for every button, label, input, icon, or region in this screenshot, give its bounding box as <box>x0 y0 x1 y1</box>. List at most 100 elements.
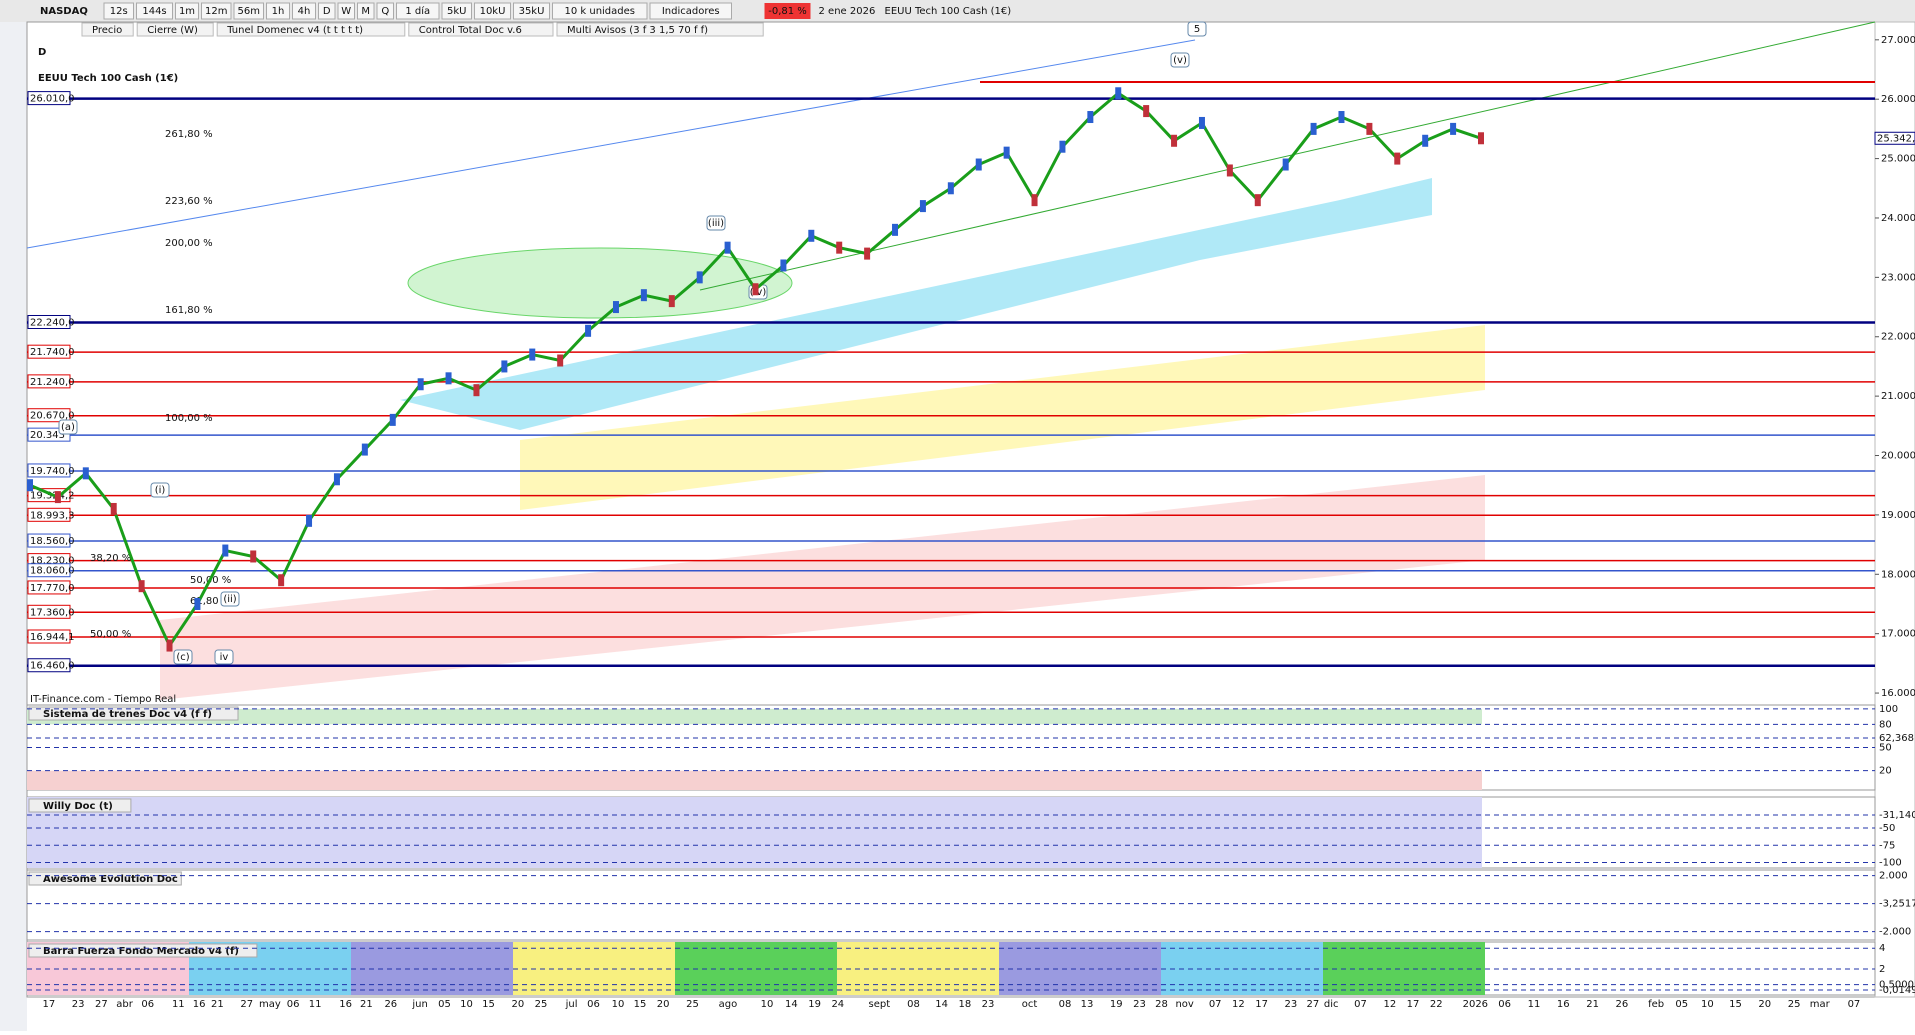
indicator-tab[interactable] <box>81 22 134 37</box>
trend-line <box>26 39 1196 249</box>
toolbar-button-label[interactable]: 10 k unidades <box>564 6 635 17</box>
toolbar-button[interactable] <box>441 2 472 20</box>
panel-title: Sistema de trenes Doc v4 (f f) <box>43 709 212 720</box>
indicator-name[interactable]: Precio <box>92 25 122 36</box>
timeframe: D <box>38 47 46 58</box>
date-label: 23 <box>1133 999 1146 1010</box>
level-box <box>27 91 71 106</box>
candle <box>1478 132 1484 145</box>
panel-title-bg <box>28 798 132 813</box>
candle <box>54 491 61 504</box>
candle <box>696 271 703 284</box>
candle <box>668 295 675 308</box>
level-label: 20.670,0 <box>30 411 75 422</box>
toolbar-button-label[interactable]: 1 día <box>405 5 430 17</box>
toolbar-button-label[interactable]: 10kU <box>480 6 506 17</box>
fib-label: 261,80 % <box>165 129 213 140</box>
panel-title: Willy Doc (t) <box>43 801 113 812</box>
y-tick-label: 24.000 <box>1881 213 1915 224</box>
candle <box>724 241 731 254</box>
toolbar-button-label[interactable]: 4h <box>298 6 311 17</box>
panel-tick-label: 100 <box>1879 704 1898 715</box>
panel-tick-label: 2 <box>1879 964 1885 975</box>
indicator-name[interactable]: Multi Avisos (3 f 3 1,5 70 f f) <box>567 25 708 36</box>
toolbar-button[interactable] <box>201 2 232 20</box>
toolbar-button-label[interactable]: 35kU <box>519 6 545 17</box>
toolbar-button-label[interactable]: 144s <box>142 6 166 17</box>
toolbar-button[interactable] <box>266 2 290 20</box>
candle <box>557 354 564 367</box>
indicator-name[interactable]: Control Total Doc v.6 <box>419 25 522 36</box>
toolbar-button-label[interactable]: W <box>341 6 351 17</box>
level-label: 22.240,0 <box>30 317 75 328</box>
panel-tick-label: -0,0149 <box>1879 985 1915 996</box>
toolbar-button-label[interactable]: 1m <box>179 6 195 17</box>
toolbar-button[interactable] <box>292 2 316 20</box>
candle <box>529 348 536 361</box>
toolbar-button[interactable] <box>396 2 440 20</box>
candle <box>1143 105 1150 118</box>
toolbar-button[interactable] <box>318 2 336 20</box>
wave-label: (ii) <box>223 594 236 605</box>
toolbar-button[interactable] <box>552 2 648 20</box>
wave-label: (i) <box>155 485 166 496</box>
level-box <box>27 463 71 478</box>
level-box <box>27 374 71 389</box>
toolbar-button[interactable] <box>337 2 355 20</box>
toolbar-button-label[interactable]: D <box>323 6 331 17</box>
toolbar-button-label[interactable]: 1h <box>272 6 285 17</box>
toolbar-button-label[interactable]: M <box>361 6 370 17</box>
candle <box>250 550 257 563</box>
toolbar-button[interactable] <box>233 2 264 20</box>
toolbar-button[interactable] <box>103 2 134 20</box>
toolbar-button[interactable] <box>474 2 511 20</box>
toolbar-button-label[interactable]: 12s <box>110 6 128 17</box>
toolbar-button[interactable] <box>513 2 550 20</box>
candle <box>110 502 117 515</box>
symbol: NASDAQ <box>40 6 88 17</box>
indicator-name[interactable]: Cierre (W) <box>147 25 198 36</box>
indicator-tab[interactable] <box>216 22 406 37</box>
date-label: 10 <box>612 999 625 1010</box>
last-price: 25.342,2 <box>1877 133 1915 144</box>
zone <box>27 797 1482 868</box>
toolbar-button[interactable] <box>357 2 375 20</box>
date-label: jun <box>411 999 427 1010</box>
date-label: 15 <box>634 999 647 1010</box>
toolbar-button-label[interactable]: Q <box>381 6 389 17</box>
cyan-zone <box>400 178 1432 430</box>
wave-box <box>150 482 170 498</box>
level-box <box>27 629 71 644</box>
level-box <box>27 563 71 578</box>
toolbar-button[interactable] <box>136 2 173 20</box>
date-label: 15 <box>482 999 495 1010</box>
date-label: 20 <box>511 999 524 1010</box>
ellipse <box>407 247 793 319</box>
zone <box>513 942 675 995</box>
indicator-name[interactable]: Tunel Domenec v4 (t t t t t) <box>226 25 363 36</box>
candle <box>361 443 368 456</box>
wave-label: (iii) <box>708 218 724 229</box>
wave-label: (c) <box>176 652 189 663</box>
date-label: 11 <box>309 999 322 1010</box>
toolbar-button-label[interactable]: 5kU <box>447 6 466 17</box>
toolbar-button[interactable] <box>376 2 394 20</box>
level-label: 19.740,0 <box>30 466 75 477</box>
fib-label: 50,00 % <box>90 629 131 640</box>
candle <box>947 182 954 195</box>
date-label: sept <box>869 999 891 1010</box>
trend-line <box>699 21 1876 291</box>
indicator-tab[interactable] <box>408 22 554 37</box>
date-label: 20 <box>657 999 670 1010</box>
indicator-tab[interactable] <box>136 22 214 37</box>
toolbar-button[interactable] <box>649 2 732 20</box>
candle <box>1226 164 1233 177</box>
date-label: may <box>259 999 281 1010</box>
level-box <box>27 344 71 359</box>
level-box <box>27 604 71 619</box>
toolbar-button[interactable] <box>175 2 199 20</box>
indicator-tab[interactable] <box>556 22 764 37</box>
toolbar-button-label[interactable]: 12m <box>205 6 227 17</box>
toolbar-button-label[interactable]: 56m <box>238 6 260 17</box>
toolbar-button-label[interactable]: Indicadores <box>662 6 720 17</box>
